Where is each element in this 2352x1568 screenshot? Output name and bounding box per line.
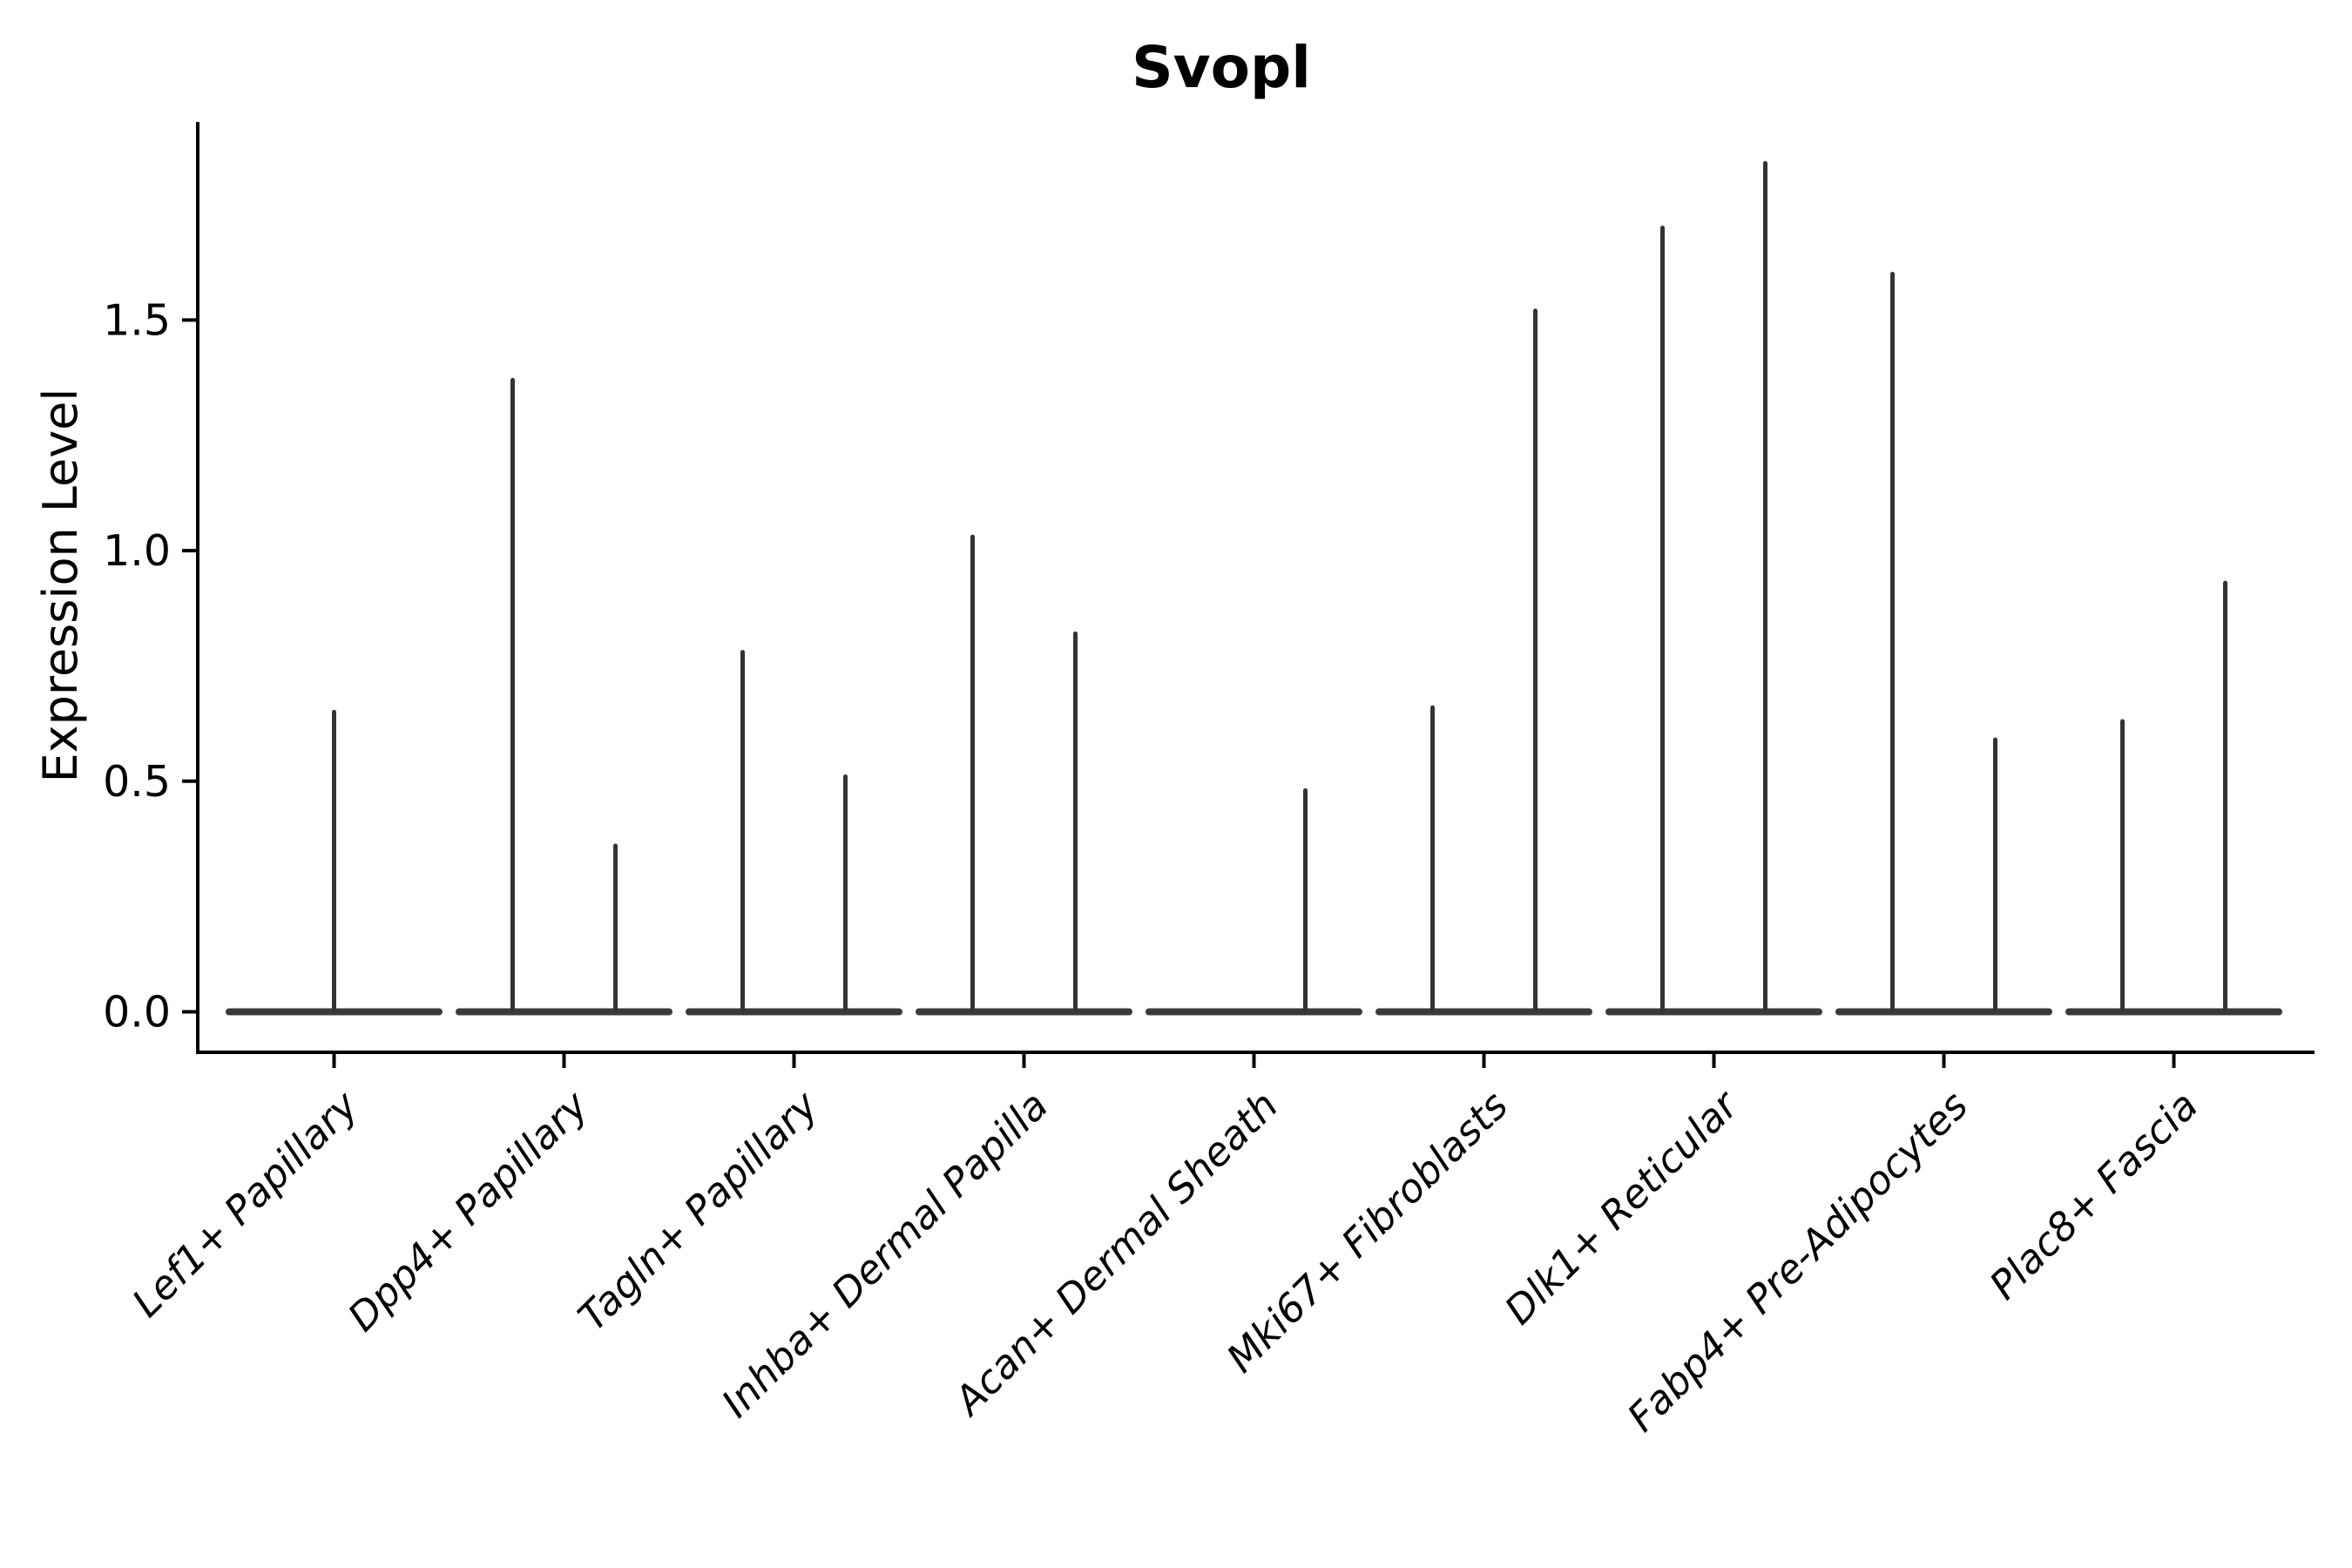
axes xyxy=(182,122,2315,1068)
y-tick-label: 0.5 xyxy=(103,757,171,807)
y-tick-labels: 0.0 0.5 1.0 1.5 xyxy=(103,295,171,1037)
x-tick-label: Plac8+ Fascia xyxy=(1981,1082,2207,1308)
x-tick-label: Dpp4+ Papillary xyxy=(339,1081,598,1340)
x-tick-label: Lef1+ Papillary xyxy=(123,1081,368,1326)
violins xyxy=(226,160,2282,1016)
y-axis-label: Expression Level xyxy=(33,389,88,783)
chart-title: Svopl xyxy=(1132,34,1311,101)
y-tick-label: 1.0 xyxy=(103,526,171,576)
x-tick-label: Dlk1+ Reticular xyxy=(1496,1081,1748,1334)
y-tick-label: 1.5 xyxy=(103,295,171,345)
x-tick-label: Tagln+ Papillary xyxy=(569,1081,828,1340)
y-tick-label: 0.0 xyxy=(103,988,171,1037)
